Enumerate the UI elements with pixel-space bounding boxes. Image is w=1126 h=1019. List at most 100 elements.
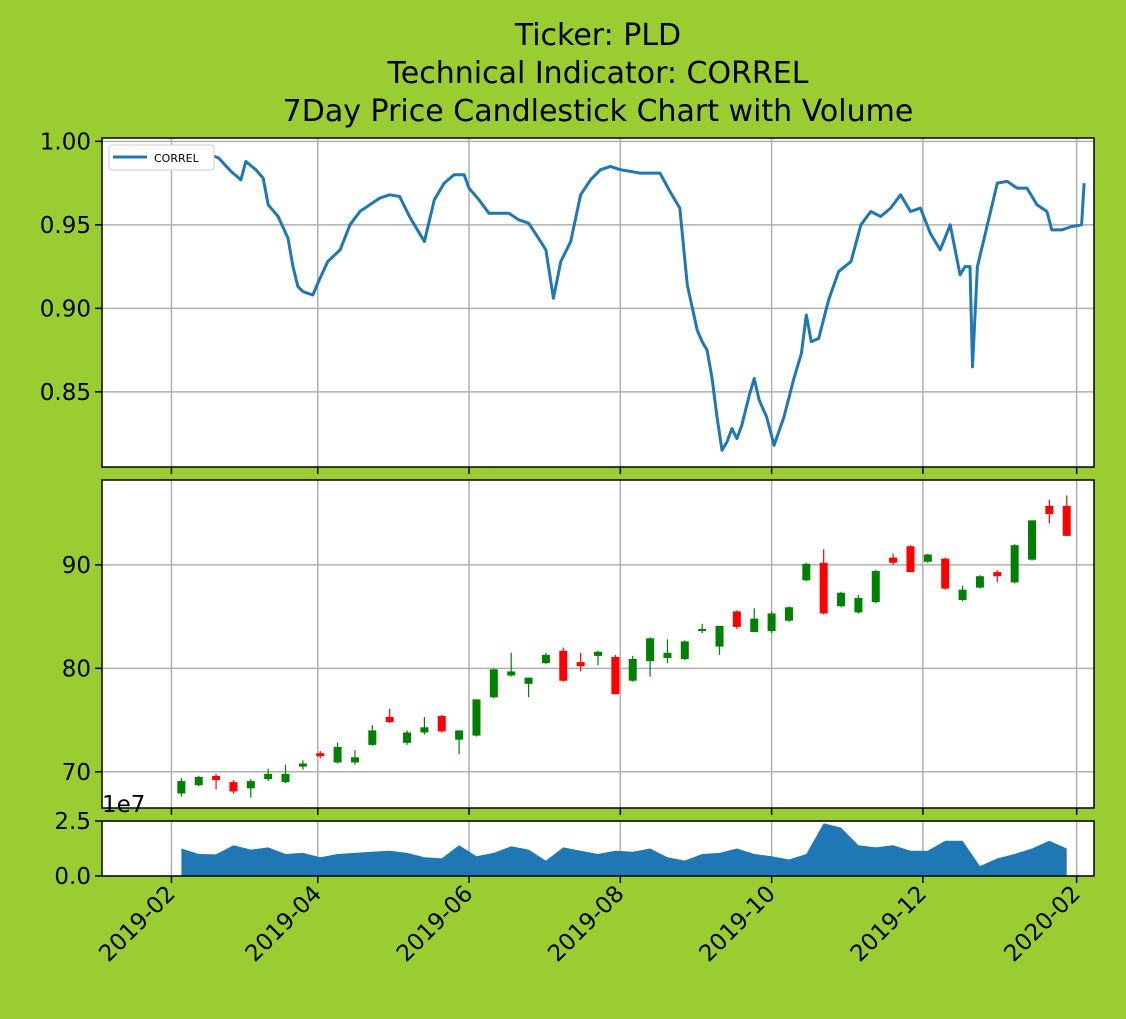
candle-body [1045, 505, 1054, 515]
y-tick-label: 90 [62, 553, 91, 579]
candle-2019-09-10 [715, 625, 724, 655]
candle-body [802, 563, 811, 581]
candle-body [576, 662, 585, 667]
x-tick-label: 2019-06 [392, 881, 478, 967]
x-tick-label: 2019-08 [543, 881, 629, 967]
candle-2019-04-16 [350, 750, 359, 765]
x-tick-label: 2019-02 [94, 881, 180, 967]
candle-2019-04-30 [385, 708, 394, 724]
candle-body [455, 730, 464, 740]
candle-body [333, 746, 342, 763]
correl-plot-background [102, 138, 1094, 467]
candle-body [611, 656, 620, 695]
candle-2019-06-04 [472, 699, 481, 737]
candle-body [350, 757, 359, 763]
candle-2019-09-24 [750, 608, 759, 633]
candles [177, 495, 1071, 798]
candle-grid [95, 480, 1094, 815]
candle-2019-02-19 [212, 773, 221, 790]
candle-2019-10-08 [784, 606, 793, 622]
candle-body [507, 671, 516, 676]
candle-body [281, 773, 290, 783]
volume-panel: 0.02.5 1e7 2019-02 2019-04 2019-06 2019-08 2… [54, 792, 1095, 967]
candle-2019-09-03 [698, 623, 707, 634]
candle-2019-12-24 [975, 575, 984, 589]
candle-2019-03-12 [264, 768, 273, 782]
correl-panel: 0.85 0.90 0.95 1.00 CORREL [40, 129, 1095, 474]
candle-body [698, 628, 707, 632]
candle-body [975, 576, 984, 588]
candle-2019-08-06 [628, 655, 637, 682]
candle-body [594, 651, 602, 656]
candle-body [437, 715, 446, 732]
candle-body [871, 571, 880, 603]
candle-2019-11-12 [871, 570, 880, 604]
candle-2019-03-26 [298, 760, 307, 770]
x-tick-label: 2019-04 [241, 881, 327, 967]
candle-y-axis: 70 80 90 [62, 553, 91, 786]
candle-2019-12-10 [941, 557, 950, 590]
candle-2019-04-09 [333, 742, 342, 764]
candle-2019-12-17 [958, 585, 967, 602]
candle-2019-06-11 [489, 668, 498, 699]
candle-2019-10-01 [767, 611, 776, 634]
candle-2019-02-12 [194, 775, 203, 787]
candle-body [993, 572, 1002, 577]
candle-body [663, 652, 672, 658]
candle-2019-12-31 [993, 570, 1002, 583]
candle-body [784, 607, 793, 621]
candle-body [541, 654, 550, 664]
candle-2019-09-17 [732, 610, 741, 629]
candle-2020-01-21 [1045, 499, 1054, 524]
legend-box [108, 144, 215, 171]
candle-body [941, 558, 950, 589]
candle-body [819, 562, 828, 614]
candle-2019-11-05 [854, 594, 863, 614]
candle-body [403, 732, 412, 743]
candle-2019-05-07 [403, 730, 412, 745]
candle-body [489, 669, 498, 698]
candle-2019-06-18 [507, 652, 516, 677]
candlestick-panel: 70 80 90 [62, 479, 1095, 815]
title-line-2: Technical Indicator: CORREL [387, 56, 809, 91]
y-tick-label: 80 [62, 656, 91, 682]
correl-y-axis: 0.85 0.90 0.95 1.00 [40, 129, 91, 406]
candle-2019-08-20 [663, 639, 672, 664]
volume-area [181, 823, 1067, 876]
candle-body [246, 781, 255, 789]
candle-body [628, 659, 637, 681]
candle-body [316, 753, 325, 757]
chart-title: Ticker: PLD Technical Indicator: CORREL … [283, 18, 914, 129]
candle-body [385, 716, 394, 723]
candle-2019-08-27 [680, 640, 689, 661]
x-tick-label: 2019-12 [846, 881, 932, 967]
candle-body [368, 730, 377, 745]
candle-2019-05-21 [437, 714, 446, 733]
candle-body [646, 638, 655, 662]
candle-body [559, 650, 568, 681]
candle-2019-11-19 [889, 553, 898, 565]
candle-body [889, 557, 898, 563]
correl-series-line [170, 151, 1086, 452]
candle-2019-04-23 [368, 725, 377, 746]
title-line-1: Ticker: PLD [514, 18, 681, 53]
candle-plot-background [102, 480, 1094, 808]
candle-2019-10-22 [819, 549, 828, 615]
candle-body [715, 625, 724, 647]
candle-body [837, 592, 846, 607]
y-tick-label: 0.90 [40, 296, 91, 322]
y-tick-label: 1.00 [40, 129, 91, 155]
candle-body [212, 775, 221, 781]
candle-body [923, 554, 932, 562]
candle-body [229, 782, 238, 792]
candle-2019-11-26 [906, 545, 915, 573]
candle-2019-02-05 [177, 777, 186, 797]
candle-2019-04-02 [316, 751, 325, 759]
candle-2019-05-28 [455, 730, 464, 755]
y-tick-label: 0.0 [54, 864, 91, 890]
candle-plot-frame [101, 479, 1095, 809]
candle-2020-01-14 [1028, 520, 1036, 561]
legend-label-correl: CORREL [154, 152, 200, 165]
title-line-3: 7Day Price Candlestick Chart with Volume [283, 94, 914, 129]
